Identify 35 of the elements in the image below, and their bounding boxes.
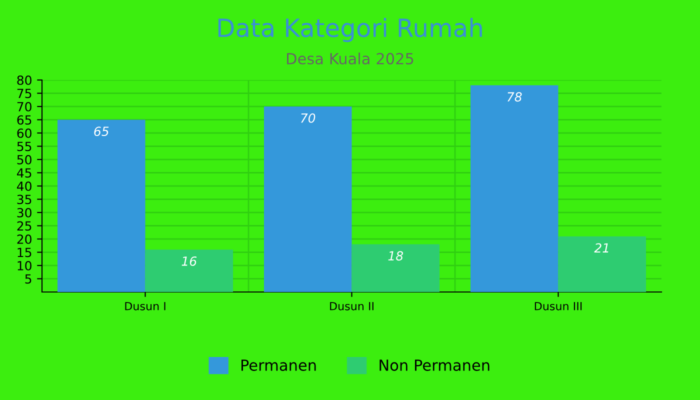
- y-tick-label: 75: [17, 88, 32, 98]
- data-label: 21: [594, 243, 608, 252]
- bar: [470, 85, 558, 292]
- data-label: 18: [388, 251, 404, 261]
- y-tick-label: 45: [16, 168, 32, 178]
- y-tick-label: 55: [17, 142, 32, 152]
- y-tick-label: 70: [17, 102, 32, 112]
- bar: [264, 106, 352, 292]
- bar: [558, 236, 646, 292]
- y-tick-label: 50: [17, 154, 32, 164]
- bar: [57, 120, 146, 292]
- y-tick-label: 20: [17, 234, 32, 244]
- x-tick-label: Dusun I: [125, 302, 166, 310]
- y-tick-label: 60: [17, 128, 32, 138]
- chart-subtitle: Desa Kuala 2025: [287, 52, 414, 64]
- y-tick-label: 10: [18, 260, 32, 270]
- bar: [145, 250, 234, 292]
- y-tick-label: 25: [17, 221, 32, 231]
- y-tick-label: 35: [17, 194, 32, 204]
- bar: [352, 244, 440, 292]
- x-tick-label: Dusun III: [534, 302, 582, 310]
- legend-label: Permanen: [241, 360, 316, 371]
- y-tick-label: 40: [16, 181, 32, 191]
- y-tick-label: 80: [17, 75, 32, 85]
- y-tick-label: 30: [17, 208, 32, 218]
- data-label: 78: [508, 92, 522, 102]
- data-label: 16: [182, 256, 197, 266]
- y-tick-label: 5: [25, 274, 32, 284]
- y-tick-label: 15: [18, 248, 32, 258]
- y-tick-label: 65: [17, 115, 32, 125]
- chart-title: Data Kategori Rumah: [218, 18, 482, 42]
- data-label: 70: [301, 113, 316, 123]
- data-label: 65: [94, 126, 109, 136]
- x-tick-label: Dusun II: [330, 302, 374, 310]
- legend-label: Non Permanen: [380, 360, 490, 371]
